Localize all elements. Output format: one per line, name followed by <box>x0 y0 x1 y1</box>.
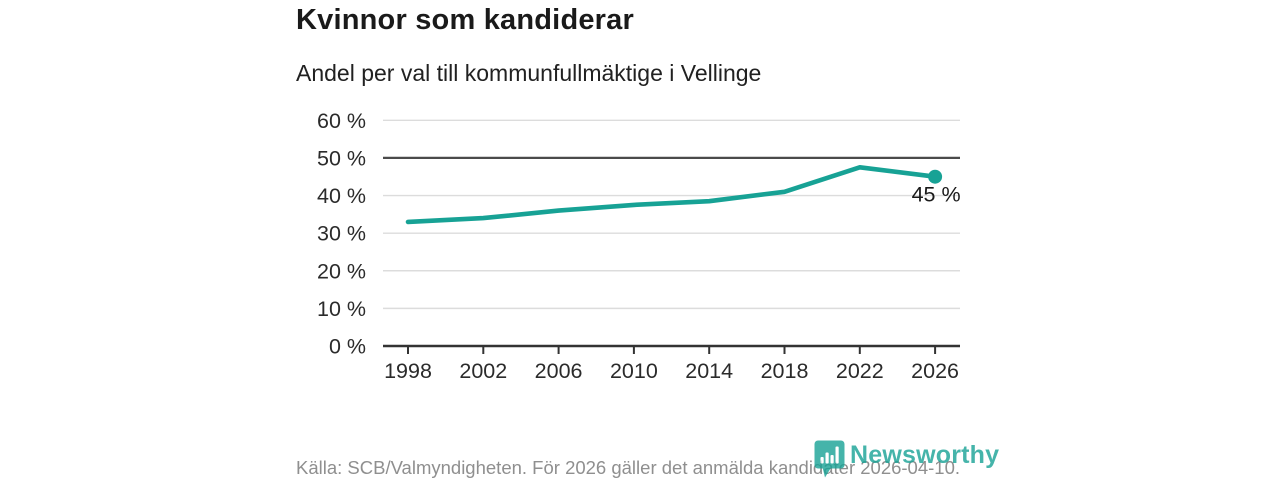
x-axis-label: 1998 <box>384 359 432 383</box>
y-axis-label: 30 % <box>317 222 366 246</box>
x-axis-label: 2010 <box>610 359 658 383</box>
x-axis-label: 2022 <box>836 359 884 383</box>
end-point-value-label: 45 % <box>912 183 961 207</box>
newsworthy-logo-text: Newsworthy <box>850 441 1000 469</box>
x-axis-label: 2002 <box>459 359 507 383</box>
end-point-marker <box>928 169 943 184</box>
source-note: Källa: SCB/Valmyndigheten. För 2026 gäll… <box>296 457 961 478</box>
x-axis-label: 2018 <box>761 359 809 383</box>
y-axis-label: 20 % <box>317 259 366 283</box>
newsworthy-logo: Newsworthy <box>814 440 999 478</box>
data-series-line <box>405 165 938 225</box>
y-axis-label: 40 % <box>317 184 366 208</box>
chart-subtitle: Andel per val till kommunfullmäktige i V… <box>296 60 762 86</box>
chart-title: Kvinnor som kandiderar <box>296 4 634 36</box>
newsworthy-logo-icon <box>814 440 845 478</box>
x-axis-label: 2006 <box>535 359 583 383</box>
y-axis-label: 0 % <box>329 335 366 359</box>
y-axis-label: 60 % <box>317 109 366 133</box>
y-axis-label: 50 % <box>317 146 366 170</box>
y-axis-label: 10 % <box>317 297 366 321</box>
x-axis-label: 2014 <box>685 359 733 383</box>
x-axis-label: 2026 <box>911 359 959 383</box>
